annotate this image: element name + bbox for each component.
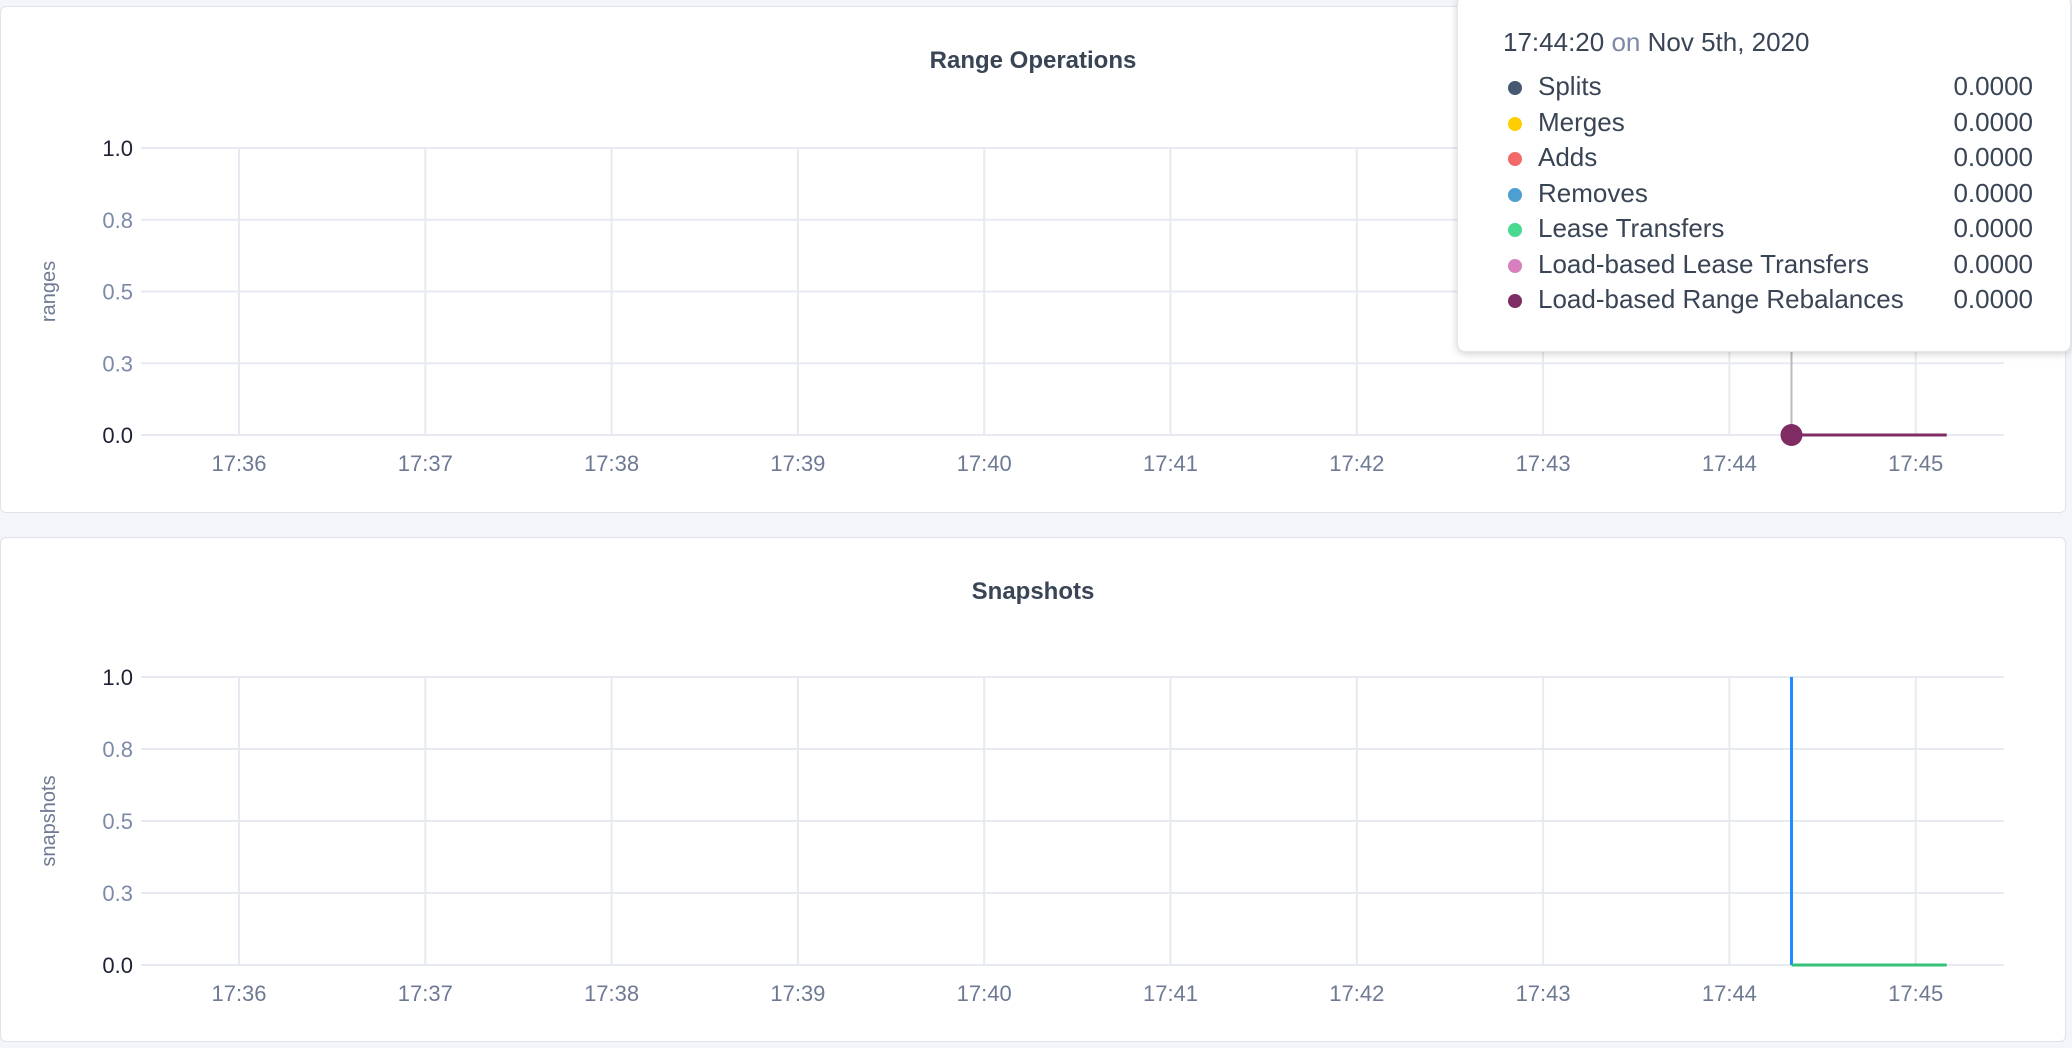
x-tick-label: 17:39 bbox=[770, 451, 825, 476]
series-name: Load-based Lease Transfers bbox=[1538, 248, 1869, 279]
chart-title: Range Operations bbox=[929, 47, 1137, 74]
tooltip-row: Lease Transfers 0.0000 bbox=[1503, 213, 2033, 247]
tooltip-row: Merges 0.0000 bbox=[1503, 107, 2033, 141]
series-value: 0.0000 bbox=[1953, 142, 2033, 172]
x-tick-label: 17:40 bbox=[957, 451, 1012, 476]
snapshots-panel: Snapshots 0.0 0.3 0.5 0.8 1.0 17:36 17:37 17:38… bbox=[0, 537, 2066, 1042]
x-tick-label: 17:37 bbox=[398, 981, 453, 1006]
y-tick-label: 0.8 bbox=[102, 737, 133, 762]
x-tick-label: 17:40 bbox=[957, 981, 1012, 1006]
series-name: Lease Transfers bbox=[1538, 213, 1725, 243]
chart-title: Snapshots bbox=[971, 578, 1095, 605]
series-value: 0.0000 bbox=[1953, 248, 2033, 279]
x-tick-label: 17:42 bbox=[1329, 981, 1384, 1006]
x-tick-label: 17:38 bbox=[584, 451, 639, 476]
y-tick-label: 0.5 bbox=[102, 809, 133, 834]
x-tick-label: 17:41 bbox=[1143, 451, 1198, 476]
x-tick-label: 17:44 bbox=[1702, 981, 1757, 1006]
x-tick-label: 17:45 bbox=[1888, 981, 1943, 1006]
y-tick-label: 0.5 bbox=[102, 280, 133, 305]
series-name: Splits bbox=[1538, 71, 1602, 101]
y-tick-label: 1.0 bbox=[102, 665, 133, 690]
y-axis-label: snapshots bbox=[38, 775, 60, 866]
tooltip-row: Adds 0.0000 bbox=[1503, 142, 2033, 176]
series-value: 0.0000 bbox=[1953, 213, 2033, 243]
series-value: 0.0000 bbox=[1953, 177, 2033, 208]
x-tick-label: 17:43 bbox=[1516, 451, 1571, 476]
tooltip-row: Load-based Range Rebalances 0.0000 bbox=[1503, 284, 2033, 318]
series-color-dot-icon bbox=[1508, 152, 1522, 166]
y-tick-label: 0.3 bbox=[102, 881, 133, 906]
tooltip-row: Removes 0.0000 bbox=[1503, 178, 2033, 212]
tooltip-on: on bbox=[1611, 27, 1641, 57]
y-tick-label: 0.0 bbox=[102, 423, 133, 448]
series-color-dot-icon bbox=[1508, 187, 1522, 202]
y-tick-label: 1.0 bbox=[102, 136, 133, 161]
x-tick-label: 17:44 bbox=[1702, 451, 1757, 476]
hover-tooltip: 17:44:20 on Nov 5th, 2020 Splits 0.0000 Me… bbox=[1457, 0, 2071, 352]
tooltip-row: Splits 0.0000 bbox=[1503, 71, 2033, 105]
series-color-dot-icon bbox=[1508, 258, 1522, 273]
series-color-dot-icon bbox=[1508, 294, 1522, 308]
tooltip-row: Load-based Lease Transfers 0.0000 bbox=[1503, 249, 2033, 283]
series-value: 0.0000 bbox=[1953, 71, 2033, 101]
series-name: Removes bbox=[1538, 177, 1648, 208]
hover-point bbox=[1780, 424, 1803, 446]
x-tick-label: 17:36 bbox=[211, 981, 266, 1006]
series-color-dot-icon bbox=[1508, 223, 1522, 237]
y-tick-label: 0.8 bbox=[102, 208, 133, 233]
y-tick-label: 0.3 bbox=[102, 351, 133, 376]
series-name: Load-based Range Rebalances bbox=[1538, 284, 1904, 314]
series-color-dot-icon bbox=[1508, 116, 1522, 131]
x-tick-label: 17:36 bbox=[211, 451, 266, 476]
series-color-dot-icon bbox=[1508, 81, 1522, 95]
series-value: 0.0000 bbox=[1953, 284, 2033, 314]
y-tick-label: 0.0 bbox=[102, 953, 133, 978]
x-tick-label: 17:39 bbox=[770, 981, 825, 1006]
tooltip-date: Nov 5th, 2020 bbox=[1647, 27, 1810, 57]
x-tick-label: 17:42 bbox=[1329, 451, 1384, 476]
x-tick-label: 17:38 bbox=[584, 981, 639, 1006]
snapshots-chart[interactable]: 0.0 0.3 0.5 0.8 1.0 17:36 17:37 17:38 17:39 17:40… bbox=[1, 538, 2065, 1041]
x-tick-label: 17:37 bbox=[398, 451, 453, 476]
series-name: Merges bbox=[1538, 106, 1625, 137]
x-tick-label: 17:45 bbox=[1888, 451, 1943, 476]
x-tick-label: 17:41 bbox=[1143, 981, 1198, 1006]
tooltip-timestamp: 17:44:20 on Nov 5th, 2020 bbox=[1503, 27, 1810, 58]
tooltip-time: 17:44:20 bbox=[1503, 27, 1605, 57]
series-name: Adds bbox=[1538, 142, 1598, 172]
x-tick-label: 17:43 bbox=[1516, 981, 1571, 1006]
y-axis-label: ranges bbox=[38, 261, 60, 322]
series-value: 0.0000 bbox=[1953, 106, 2033, 137]
